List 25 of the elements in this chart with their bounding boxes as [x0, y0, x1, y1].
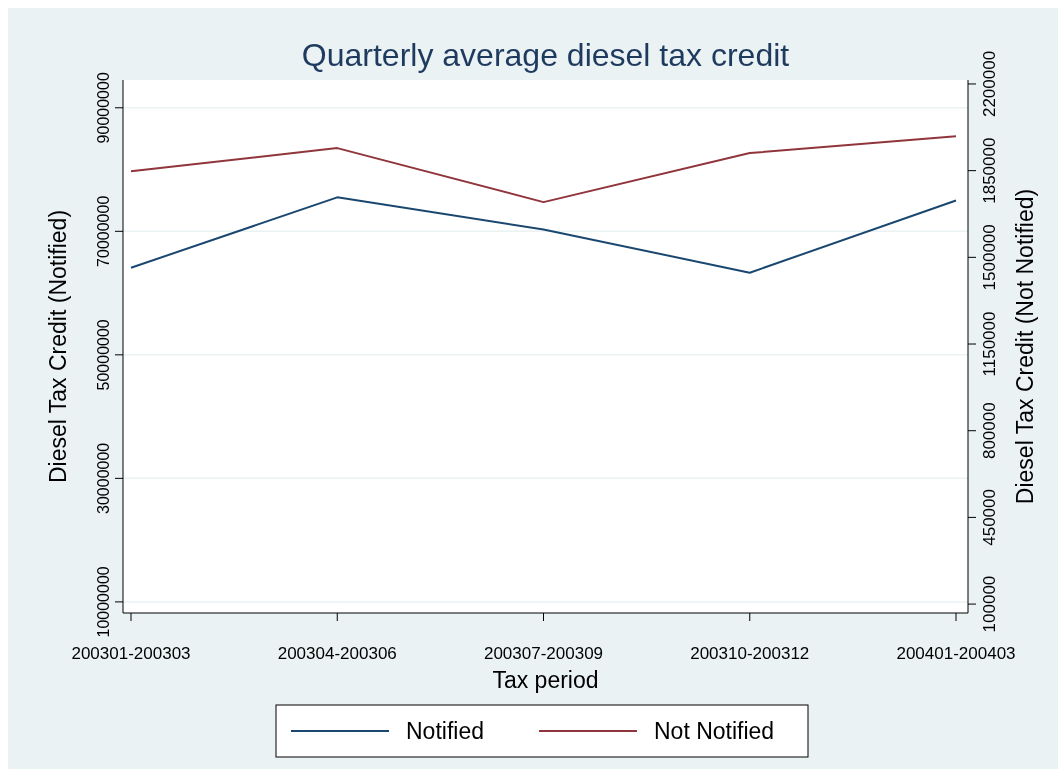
y2-tick-label: 2200000 — [980, 50, 999, 118]
y2-tick-label: 800000 — [980, 402, 999, 460]
legend-label: Not Notified — [654, 718, 775, 744]
x-tick-label: 200307-200309 — [483, 644, 604, 663]
x-tick-label: 200310-200312 — [690, 644, 810, 663]
y2-tick-label: 1500000 — [980, 224, 999, 291]
y-tick-label: 70000000 — [95, 195, 112, 267]
y2-tick-label: 450000 — [980, 489, 999, 546]
legend-label: Notified — [406, 718, 484, 744]
y2-tick-label: 1850000 — [980, 137, 999, 204]
x-axis-title: Tax period — [492, 667, 599, 693]
y-tick-label: 50000000 — [95, 319, 112, 391]
y2-tick-label: 100000 — [980, 575, 999, 633]
y-axis-title: Diesel Tax Credit (Notified) — [45, 209, 71, 484]
line-series — [130, 135, 957, 204]
chart-title: Quarterly average diesel tax credit — [301, 37, 790, 73]
y-tick-label: 10000000 — [95, 566, 112, 638]
y-tick-label: 30000000 — [95, 442, 112, 514]
y2-tick-label: 1150000 — [980, 311, 999, 377]
x-tick-label: 200301-200303 — [71, 644, 191, 663]
y2-axis-title: Diesel Tax Credit (Not Notified) — [1012, 188, 1038, 505]
y-tick-label: 90000000 — [95, 72, 112, 144]
line-series — [130, 196, 957, 274]
x-tick-label: 200304-200306 — [277, 644, 397, 663]
x-tick-label: 200401-200403 — [896, 644, 1016, 663]
